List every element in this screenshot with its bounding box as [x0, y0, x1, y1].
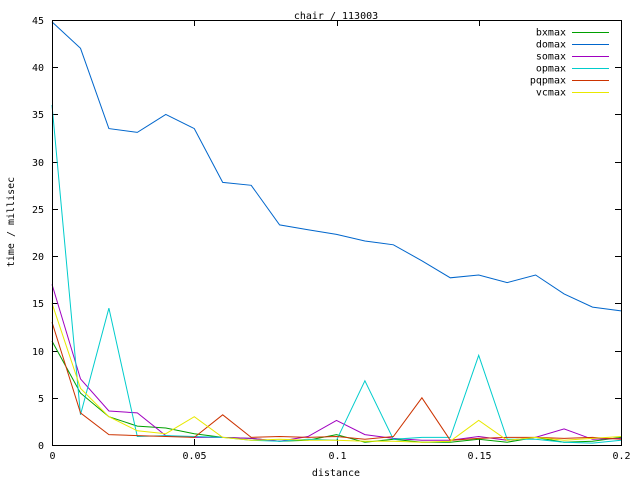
y-tick-label: 20 [32, 252, 44, 263]
legend-label-bxmax: bxmax [536, 28, 566, 39]
y-tick-label: 45 [32, 16, 44, 27]
chart-title: chair / 113003 [294, 11, 378, 22]
y-tick-label: 35 [32, 110, 44, 121]
x-tick-label: 0.05 [182, 451, 206, 462]
series-line-vcmax [51, 303, 622, 443]
plot-frame [52, 20, 622, 446]
y-tick-label: 0 [38, 441, 44, 452]
legend-label-pqpmax: pqpmax [530, 76, 566, 87]
series-line-pqpmax [51, 322, 622, 441]
y-tick-label: 15 [32, 299, 44, 310]
y-tick-label: 40 [32, 63, 44, 74]
legend-label-opmax: opmax [536, 64, 566, 75]
y-axis-label: time / millisec [6, 177, 17, 267]
y-tick-label: 10 [32, 347, 44, 358]
legend-label-somax: somax [536, 52, 566, 63]
y-tick-label: 30 [32, 158, 44, 169]
x-tick-label: 0.1 [328, 451, 346, 462]
series-layer [51, 21, 622, 444]
x-axis-label: distance [312, 468, 360, 479]
legend-label-vcmax: vcmax [536, 88, 566, 99]
series-line-somax [51, 284, 622, 442]
y-tick-label: 5 [38, 394, 44, 405]
series-line-bxmax [51, 340, 622, 443]
series-line-domax [51, 21, 622, 312]
y-tick-label: 25 [32, 205, 44, 216]
x-tick-label: 0.15 [467, 451, 491, 462]
legend-label-domax: domax [536, 40, 566, 51]
series-line-opmax [51, 104, 622, 444]
x-tick-label: 0 [49, 451, 55, 462]
x-tick-label: 0.2 [612, 451, 630, 462]
